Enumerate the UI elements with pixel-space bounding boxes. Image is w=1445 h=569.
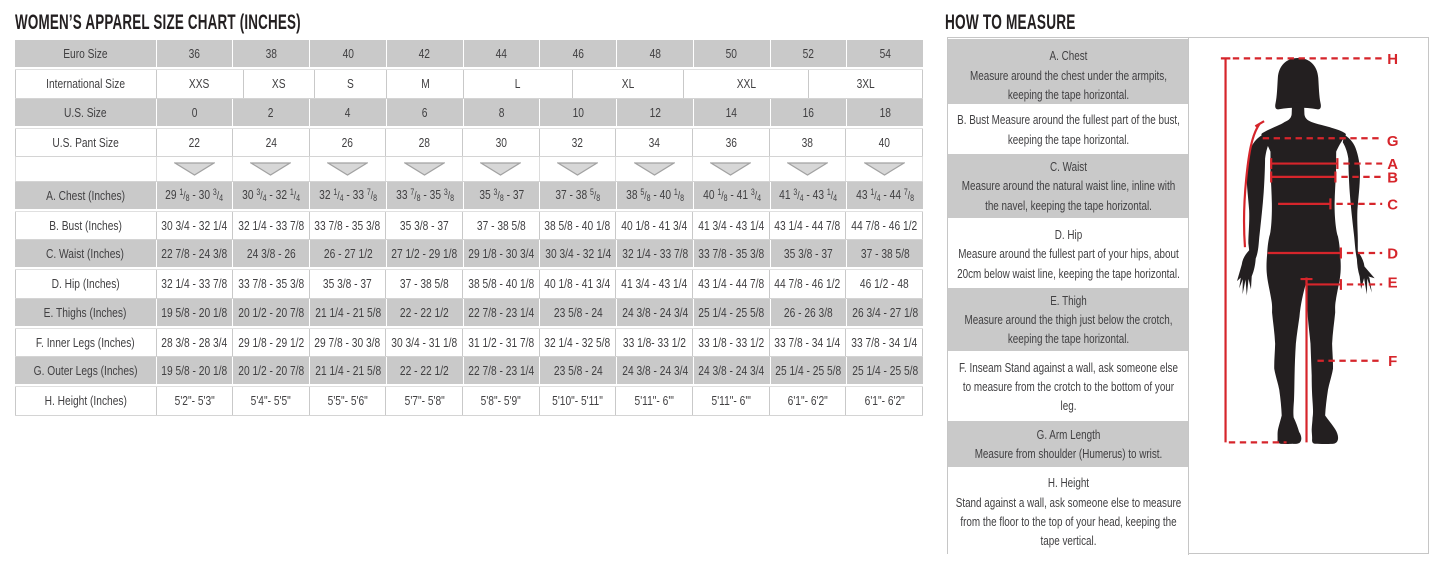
- svg-text:B: B: [1387, 169, 1398, 186]
- svg-text:F: F: [1388, 353, 1397, 370]
- svg-text:H: H: [1387, 51, 1398, 68]
- svg-text:E: E: [1388, 275, 1398, 292]
- svg-text:C: C: [1387, 196, 1398, 213]
- svg-text:D: D: [1387, 245, 1398, 262]
- svg-text:G: G: [1387, 133, 1399, 150]
- svg-text:A: A: [1387, 156, 1398, 173]
